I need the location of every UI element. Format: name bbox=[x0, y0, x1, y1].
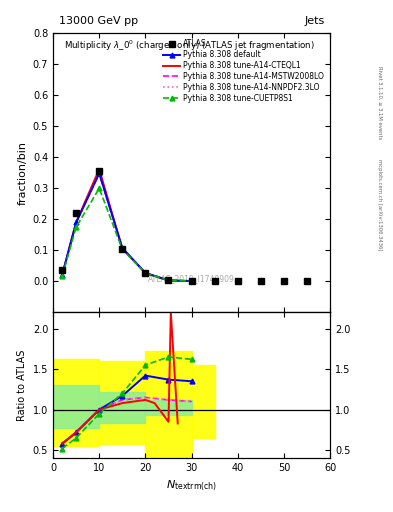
Pythia 8.308 tune-CUETP8S1 bbox=[74, 224, 79, 230]
Pythia 8.308 tune-A14-CTEQL1 bbox=[120, 246, 125, 252]
Line: Pythia 8.308 tune-A14-CTEQL1: Pythia 8.308 tune-A14-CTEQL1 bbox=[62, 169, 192, 281]
X-axis label: $N_{\rm textrm(ch)}$: $N_{\rm textrm(ch)}$ bbox=[166, 479, 217, 493]
ATLAS bbox=[189, 278, 194, 284]
ATLAS bbox=[60, 266, 65, 272]
Pythia 8.308 tune-A14-MSTW2008LO bbox=[97, 170, 102, 177]
Pythia 8.308 default bbox=[74, 219, 79, 225]
Pythia 8.308 default bbox=[189, 278, 194, 284]
Pythia 8.308 default bbox=[143, 270, 148, 276]
Pythia 8.308 tune-A14-CTEQL1 bbox=[74, 219, 79, 225]
Pythia 8.308 tune-A14-NNPDF2.3LO bbox=[166, 278, 171, 284]
Text: 13000 GeV pp: 13000 GeV pp bbox=[59, 16, 138, 26]
Line: Pythia 8.308 tune-A14-MSTW2008LO: Pythia 8.308 tune-A14-MSTW2008LO bbox=[62, 174, 192, 281]
Pythia 8.308 tune-A14-CTEQL1 bbox=[60, 271, 65, 278]
ATLAS bbox=[166, 277, 171, 283]
Y-axis label: Ratio to ATLAS: Ratio to ATLAS bbox=[17, 350, 27, 421]
Pythia 8.308 tune-A14-CTEQL1 bbox=[97, 166, 102, 172]
Pythia 8.308 tune-A14-CTEQL1 bbox=[166, 278, 171, 284]
ATLAS bbox=[212, 278, 217, 284]
ATLAS bbox=[259, 279, 263, 285]
Text: Jets: Jets bbox=[304, 16, 325, 26]
Pythia 8.308 tune-A14-NNPDF2.3LO bbox=[74, 219, 79, 225]
Pythia 8.308 tune-A14-NNPDF2.3LO bbox=[60, 271, 65, 278]
ATLAS bbox=[305, 279, 309, 285]
Text: ATLAS_2019_I1740909: ATLAS_2019_I1740909 bbox=[148, 274, 235, 283]
Pythia 8.308 tune-A14-CTEQL1 bbox=[189, 278, 194, 284]
Text: Rivet 3.1.10, ≥ 3.1M events: Rivet 3.1.10, ≥ 3.1M events bbox=[377, 66, 382, 139]
Pythia 8.308 tune-A14-NNPDF2.3LO bbox=[97, 170, 102, 177]
Pythia 8.308 tune-A14-NNPDF2.3LO bbox=[189, 278, 194, 284]
Pythia 8.308 tune-CUETP8S1 bbox=[189, 278, 194, 284]
Line: Pythia 8.308 default: Pythia 8.308 default bbox=[60, 171, 194, 284]
Pythia 8.308 tune-A14-MSTW2008LO bbox=[166, 278, 171, 284]
Pythia 8.308 tune-A14-NNPDF2.3LO bbox=[143, 270, 148, 276]
Line: ATLAS: ATLAS bbox=[59, 168, 310, 285]
Pythia 8.308 tune-A14-NNPDF2.3LO bbox=[120, 246, 125, 252]
ATLAS bbox=[235, 278, 240, 284]
ATLAS bbox=[281, 279, 286, 285]
Legend: ATLAS, Pythia 8.308 default, Pythia 8.308 tune-A14-CTEQL1, Pythia 8.308 tune-A14: ATLAS, Pythia 8.308 default, Pythia 8.30… bbox=[161, 37, 326, 105]
Pythia 8.308 tune-CUETP8S1 bbox=[97, 185, 102, 191]
Pythia 8.308 tune-A14-MSTW2008LO bbox=[189, 278, 194, 284]
Pythia 8.308 tune-A14-MSTW2008LO bbox=[120, 246, 125, 252]
Line: Pythia 8.308 tune-A14-NNPDF2.3LO: Pythia 8.308 tune-A14-NNPDF2.3LO bbox=[62, 174, 192, 281]
Pythia 8.308 tune-A14-MSTW2008LO bbox=[60, 271, 65, 278]
Text: Multiplicity $\lambda\_0^0$ (charged only) (ATLAS jet fragmentation): Multiplicity $\lambda\_0^0$ (charged onl… bbox=[64, 39, 315, 53]
Pythia 8.308 tune-CUETP8S1 bbox=[143, 270, 148, 276]
ATLAS bbox=[120, 246, 125, 252]
Pythia 8.308 default bbox=[60, 271, 65, 278]
Y-axis label: fraction/bin: fraction/bin bbox=[17, 141, 27, 205]
ATLAS bbox=[143, 270, 148, 276]
Pythia 8.308 tune-A14-MSTW2008LO bbox=[74, 219, 79, 225]
Pythia 8.308 default bbox=[166, 278, 171, 284]
Line: Pythia 8.308 tune-CUETP8S1: Pythia 8.308 tune-CUETP8S1 bbox=[60, 186, 194, 284]
Pythia 8.308 tune-A14-MSTW2008LO bbox=[143, 270, 148, 276]
Pythia 8.308 tune-A14-CTEQL1 bbox=[143, 270, 148, 276]
Pythia 8.308 default bbox=[97, 170, 102, 177]
Text: mcplots.cern.ch [arXiv:1306.3436]: mcplots.cern.ch [arXiv:1306.3436] bbox=[377, 159, 382, 250]
ATLAS bbox=[74, 210, 79, 216]
ATLAS bbox=[97, 168, 102, 175]
Pythia 8.308 tune-CUETP8S1 bbox=[166, 278, 171, 284]
Pythia 8.308 default bbox=[120, 245, 125, 251]
Pythia 8.308 tune-CUETP8S1 bbox=[120, 246, 125, 252]
Pythia 8.308 tune-CUETP8S1 bbox=[60, 273, 65, 279]
